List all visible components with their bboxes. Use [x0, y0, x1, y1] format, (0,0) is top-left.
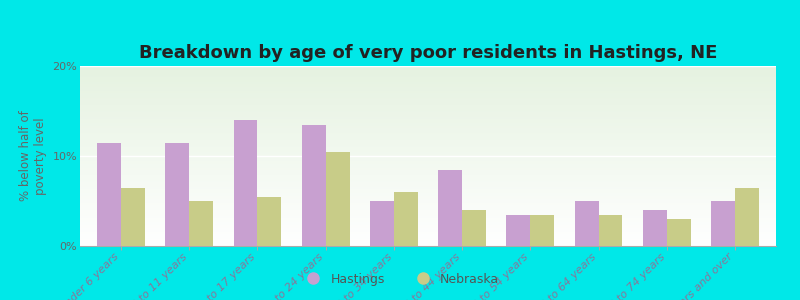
Bar — [711, 201, 735, 246]
Bar — [574, 201, 598, 246]
Bar — [326, 152, 350, 246]
Bar — [97, 142, 121, 246]
Bar — [506, 214, 530, 246]
Legend: Hastings, Nebraska: Hastings, Nebraska — [296, 268, 504, 291]
Bar — [530, 214, 554, 246]
Bar — [462, 210, 486, 246]
Title: Breakdown by age of very poor residents in Hastings, NE: Breakdown by age of very poor residents … — [139, 44, 717, 62]
Bar — [735, 188, 759, 246]
Bar — [438, 169, 462, 246]
Y-axis label: % below half of
poverty level: % below half of poverty level — [19, 111, 47, 201]
Bar — [643, 210, 667, 246]
Bar — [302, 124, 326, 246]
Bar — [234, 120, 258, 246]
Bar — [394, 192, 418, 246]
Bar — [166, 142, 189, 246]
Bar — [189, 201, 213, 246]
Bar — [258, 196, 282, 246]
Bar — [121, 188, 145, 246]
Bar — [370, 201, 394, 246]
Bar — [667, 219, 690, 246]
Bar — [598, 214, 622, 246]
